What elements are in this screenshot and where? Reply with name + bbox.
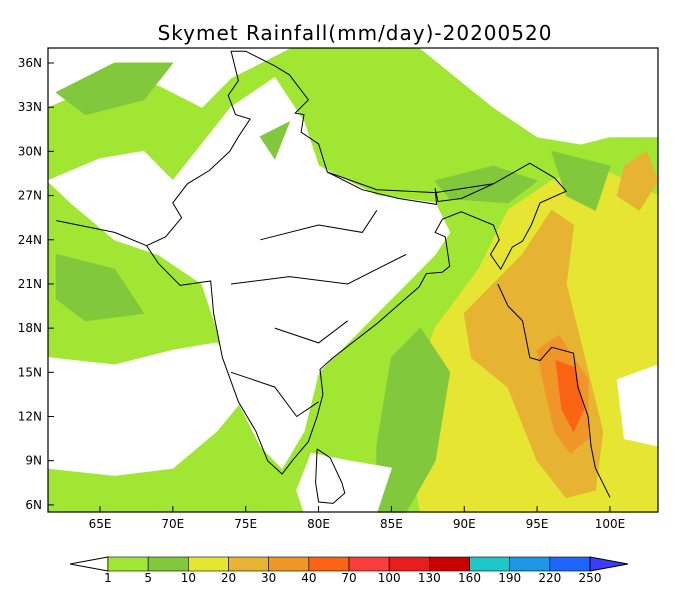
colorbar-box [388, 556, 430, 572]
lon-label: 95E [526, 517, 549, 531]
lon-label: 80E [307, 517, 330, 531]
lat-label: 24N [18, 233, 42, 247]
border-line [274, 320, 349, 344]
lat-label: 36N [18, 56, 42, 70]
lon-label: 90E [453, 517, 476, 531]
colorbar-label: 190 [498, 571, 521, 585]
lat-label: 27N [18, 189, 42, 203]
lon-label: 85E [380, 517, 403, 531]
rain-area [551, 150, 611, 211]
colorbar-label: 5 [144, 571, 152, 585]
colorbar-low [69, 556, 109, 572]
border-line [497, 283, 611, 498]
border-line [327, 171, 494, 194]
colorbar-label: 220 [538, 571, 561, 585]
lat-label: 6N [25, 498, 42, 512]
border-line [146, 50, 568, 475]
lon-label: 70E [161, 517, 184, 531]
border-line [56, 220, 147, 247]
colorbar-label: 10 [181, 571, 196, 585]
border-line [231, 254, 407, 285]
title: Skymet Rainfall(mm/day)-20200520 [158, 21, 553, 45]
colorbar-label: 40 [301, 571, 316, 585]
colorbar-box [549, 556, 591, 572]
colorbar-label: 100 [378, 571, 401, 585]
lat-label: 33N [18, 100, 42, 114]
colorbar-label: 20 [221, 571, 236, 585]
border-line [260, 210, 378, 241]
lat-label: 30N [18, 144, 42, 158]
rain-area [47, 47, 290, 108]
map-frame [47, 47, 659, 513]
colorbar-box [348, 556, 390, 572]
colorbar-high [589, 556, 629, 572]
rain-area [55, 62, 174, 116]
lat-label: 15N [18, 365, 42, 379]
colorbar-box [509, 556, 551, 572]
colorbar-label: 130 [418, 571, 441, 585]
rain-area [259, 121, 290, 160]
colorbar-label: 30 [261, 571, 276, 585]
rain-area [616, 150, 659, 211]
rain-area [55, 254, 145, 322]
borders [56, 50, 611, 504]
lon-label: 65E [89, 517, 112, 531]
colorbar-label: 250 [579, 571, 602, 585]
rain-area [47, 342, 254, 476]
colorbar-box [429, 556, 470, 572]
rain-area [47, 77, 451, 469]
lat-label: 12N [18, 410, 42, 424]
lat-label: 9N [25, 454, 42, 468]
colorbar-label: 70 [341, 571, 356, 585]
colorbar-box [268, 556, 310, 572]
colorbar-box [469, 556, 510, 572]
lon-label: 75E [234, 517, 257, 531]
rainfall-field [47, 47, 659, 513]
colorbar-box [188, 556, 229, 572]
colorbar-box [147, 556, 189, 572]
colorbar-label: 160 [458, 571, 481, 585]
lat-label: 18N [18, 321, 42, 335]
lat-label: 21N [18, 277, 42, 291]
colorbar-box [228, 556, 269, 572]
colorbar-box [107, 556, 149, 572]
border-line [315, 448, 346, 504]
colorbar-box [308, 556, 350, 572]
lon-label: 100E [595, 517, 626, 531]
colorbar-label: 1 [104, 571, 112, 585]
border-line [230, 371, 319, 418]
